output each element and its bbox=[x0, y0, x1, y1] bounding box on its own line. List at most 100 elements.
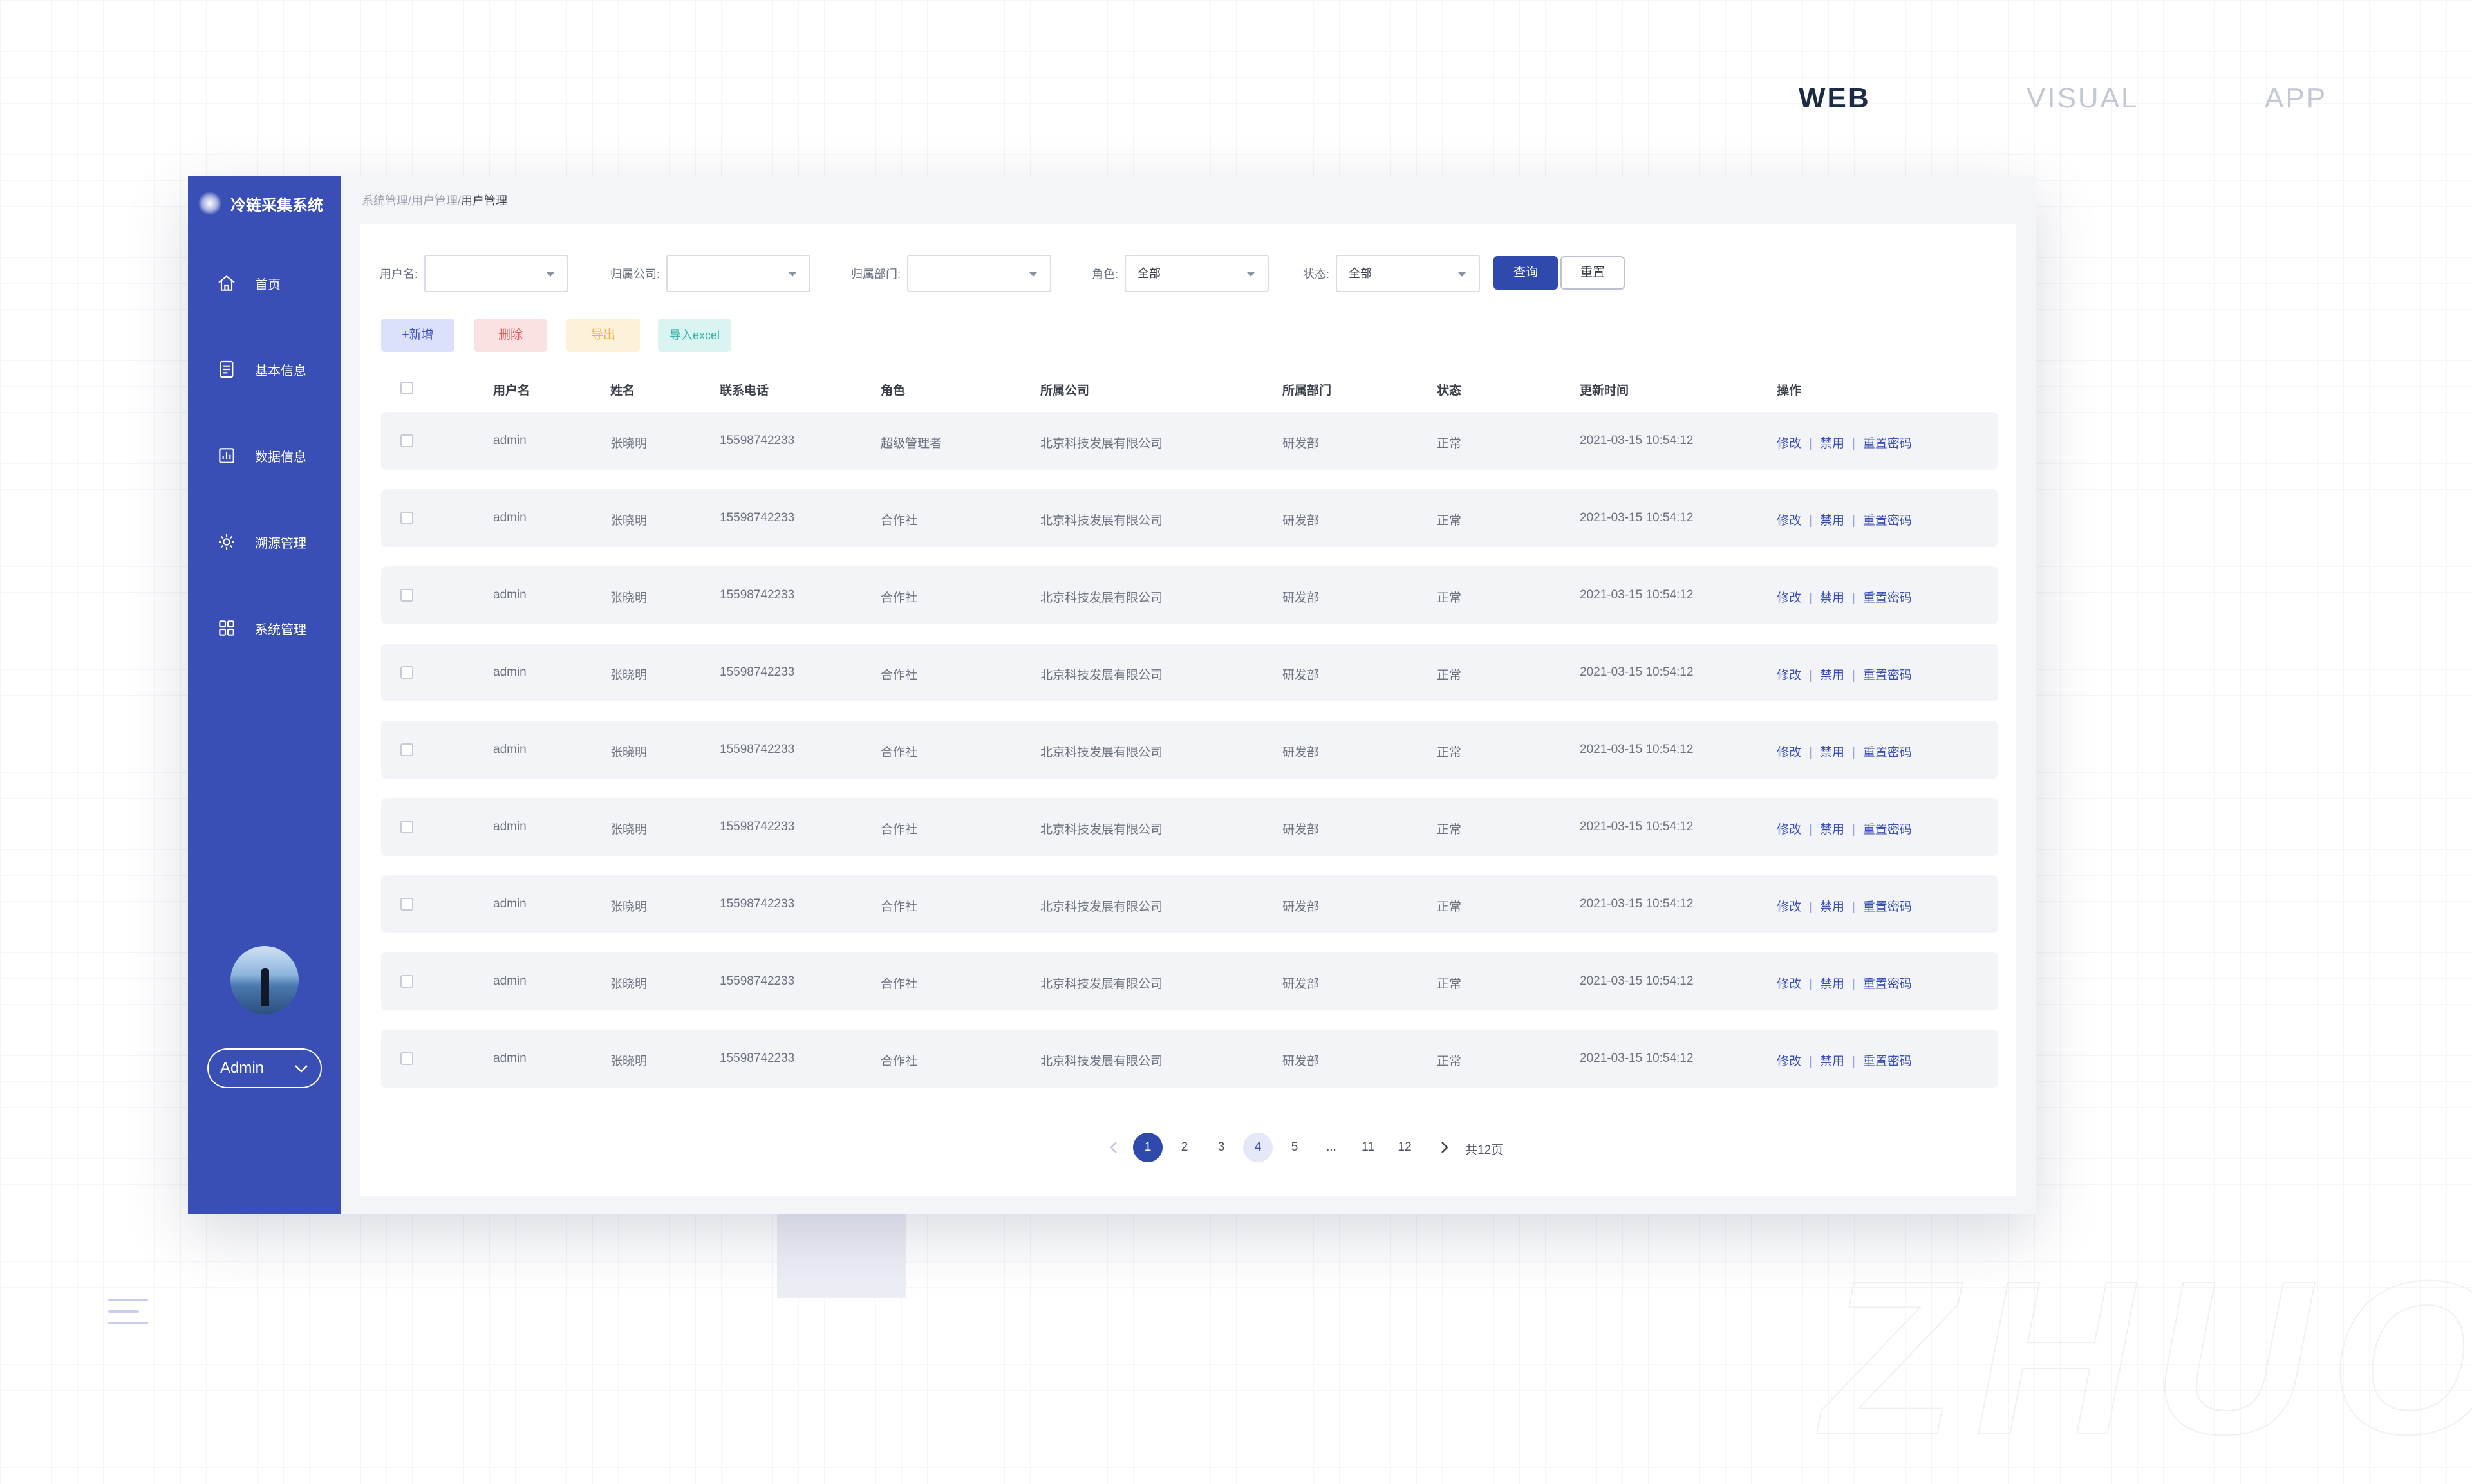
edit-link[interactable]: 修改 bbox=[1777, 591, 1802, 605]
filter-label: 角色: bbox=[1092, 268, 1119, 281]
cell-phone: 15598742233 bbox=[720, 743, 795, 756]
row-checkbox[interactable] bbox=[400, 434, 413, 447]
reset-password-link[interactable]: 重置密码 bbox=[1862, 746, 1912, 759]
reset-password-link[interactable]: 重置密码 bbox=[1862, 591, 1912, 605]
add-button[interactable]: +新增 bbox=[381, 319, 454, 352]
cell-company: 北京科技发展有限公司 bbox=[1040, 823, 1163, 837]
page-3[interactable]: 3 bbox=[1217, 1140, 1225, 1154]
disable-link[interactable]: 禁用 bbox=[1819, 1055, 1844, 1068]
cell-updated: 2021-03-15 10:54:12 bbox=[1580, 511, 1694, 524]
sidebar-item-trace[interactable]: 溯源管理 bbox=[216, 532, 306, 552]
reset-password-link[interactable]: 重置密码 bbox=[1862, 514, 1912, 528]
reset-password-link[interactable]: 重置密码 bbox=[1862, 437, 1912, 450]
page-5[interactable]: 5 bbox=[1291, 1140, 1298, 1154]
row-actions: 修改 | 禁用 | 重置密码 bbox=[1777, 514, 1912, 528]
reset-password-link[interactable]: 重置密码 bbox=[1862, 900, 1912, 914]
row-checkbox[interactable] bbox=[400, 589, 413, 602]
sidebar-item-basic-info[interactable]: 基本信息 bbox=[216, 359, 306, 380]
username-select[interactable] bbox=[424, 255, 569, 292]
import-excel-button[interactable]: 导入excel bbox=[658, 319, 731, 352]
page-12[interactable]: 12 bbox=[1398, 1140, 1412, 1154]
cell-role: 合作社 bbox=[881, 900, 918, 914]
disable-link[interactable]: 禁用 bbox=[1819, 669, 1844, 682]
cell-status: 正常 bbox=[1437, 978, 1462, 991]
reset-password-link[interactable]: 重置密码 bbox=[1862, 978, 1912, 991]
disable-link[interactable]: 禁用 bbox=[1819, 514, 1844, 528]
cell-name: 张晓明 bbox=[610, 900, 648, 914]
row-actions: 修改 | 禁用 | 重置密码 bbox=[1777, 437, 1912, 450]
cell-company: 北京科技发展有限公司 bbox=[1040, 669, 1163, 682]
sidebar-item-label: 基本信息 bbox=[255, 364, 306, 378]
cell-phone: 15598742233 bbox=[720, 434, 795, 447]
avatar[interactable] bbox=[230, 946, 299, 1014]
row-checkbox[interactable] bbox=[400, 1052, 413, 1065]
disable-link[interactable]: 禁用 bbox=[1819, 823, 1844, 837]
table-row: admin 张晓明 15598742233 合作社 北京科技发展有限公司 研发部… bbox=[381, 566, 1998, 624]
row-checkbox[interactable] bbox=[400, 975, 413, 988]
cell-status: 正常 bbox=[1437, 823, 1462, 837]
disable-link[interactable]: 禁用 bbox=[1819, 900, 1844, 914]
company-select[interactable] bbox=[666, 255, 811, 292]
reset-password-link[interactable]: 重置密码 bbox=[1862, 1055, 1912, 1068]
reset-password-link[interactable]: 重置密码 bbox=[1862, 669, 1912, 682]
page-4[interactable]: 4 bbox=[1243, 1133, 1273, 1162]
query-button[interactable]: 查询 bbox=[1494, 256, 1558, 290]
nav-app[interactable]: APP bbox=[2265, 82, 2328, 114]
sidebar-item-system[interactable]: 系统管理 bbox=[216, 618, 306, 638]
disable-link[interactable]: 禁用 bbox=[1819, 746, 1844, 759]
edit-link[interactable]: 修改 bbox=[1777, 746, 1802, 759]
select-all-checkbox[interactable] bbox=[400, 382, 413, 394]
table-row: admin 张晓明 15598742233 合作社 北京科技发展有限公司 研发部… bbox=[381, 721, 1998, 779]
edit-link[interactable]: 修改 bbox=[1777, 437, 1802, 450]
cell-status: 正常 bbox=[1437, 591, 1462, 605]
edit-link[interactable]: 修改 bbox=[1777, 1055, 1802, 1068]
delete-button[interactable]: 删除 bbox=[474, 319, 547, 352]
status-select[interactable]: 全部 bbox=[1336, 255, 1481, 292]
reset-password-link[interactable]: 重置密码 bbox=[1862, 823, 1912, 837]
sidebar-item-home[interactable]: 首页 bbox=[216, 273, 281, 293]
disable-link[interactable]: 禁用 bbox=[1819, 437, 1844, 450]
page-2[interactable]: 2 bbox=[1181, 1140, 1188, 1154]
disable-link[interactable]: 禁用 bbox=[1819, 591, 1844, 605]
edit-link[interactable]: 修改 bbox=[1777, 514, 1802, 528]
row-checkbox[interactable] bbox=[400, 666, 413, 679]
column-header: 所属部门 bbox=[1282, 384, 1332, 398]
cell-phone: 15598742233 bbox=[720, 665, 795, 679]
edit-link[interactable]: 修改 bbox=[1777, 978, 1802, 991]
edit-link[interactable]: 修改 bbox=[1777, 669, 1802, 682]
grid-icon bbox=[219, 620, 234, 636]
breadcrumb-item[interactable]: 用户管理/ bbox=[411, 194, 462, 207]
background-menu-icon bbox=[108, 1299, 148, 1333]
cell-role: 合作社 bbox=[881, 514, 918, 528]
page-11[interactable]: 11 bbox=[1362, 1140, 1374, 1154]
column-header: 角色 bbox=[881, 384, 906, 398]
page-1[interactable]: 1 bbox=[1133, 1133, 1163, 1162]
cell-role: 合作社 bbox=[881, 1055, 918, 1068]
chevron-right-icon[interactable] bbox=[1437, 1140, 1451, 1155]
cell-department: 研发部 bbox=[1282, 669, 1320, 682]
edit-link[interactable]: 修改 bbox=[1777, 823, 1802, 837]
breadcrumb-current: 用户管理 bbox=[461, 194, 508, 207]
disable-link[interactable]: 禁用 bbox=[1819, 978, 1844, 991]
cell-updated: 2021-03-15 10:54:12 bbox=[1580, 974, 1694, 988]
row-checkbox[interactable] bbox=[400, 743, 413, 756]
export-button[interactable]: 导出 bbox=[566, 319, 640, 352]
department-select[interactable] bbox=[907, 255, 1052, 292]
chevron-down-icon bbox=[295, 1065, 308, 1073]
user-menu[interactable]: Admin bbox=[207, 1048, 322, 1088]
row-checkbox[interactable] bbox=[400, 512, 413, 524]
edit-link[interactable]: 修改 bbox=[1777, 900, 1802, 914]
cell-company: 北京科技发展有限公司 bbox=[1040, 1055, 1163, 1068]
cell-role: 超级管理者 bbox=[881, 437, 942, 450]
role-select[interactable]: 全部 bbox=[1125, 255, 1269, 292]
sidebar-item-data-info[interactable]: 数据信息 bbox=[216, 445, 306, 466]
nav-web[interactable]: WEB bbox=[1799, 82, 1871, 114]
chevron-left-icon[interactable] bbox=[1107, 1140, 1121, 1155]
cell-name: 张晓明 bbox=[610, 591, 648, 605]
breadcrumb-item[interactable]: 系统管理/ bbox=[362, 194, 412, 207]
row-checkbox[interactable] bbox=[400, 898, 413, 911]
reset-button[interactable]: 重置 bbox=[1560, 256, 1625, 290]
column-header: 状态 bbox=[1437, 384, 1462, 398]
row-checkbox[interactable] bbox=[400, 821, 413, 833]
nav-visual[interactable]: VISUAL bbox=[2027, 82, 2139, 114]
